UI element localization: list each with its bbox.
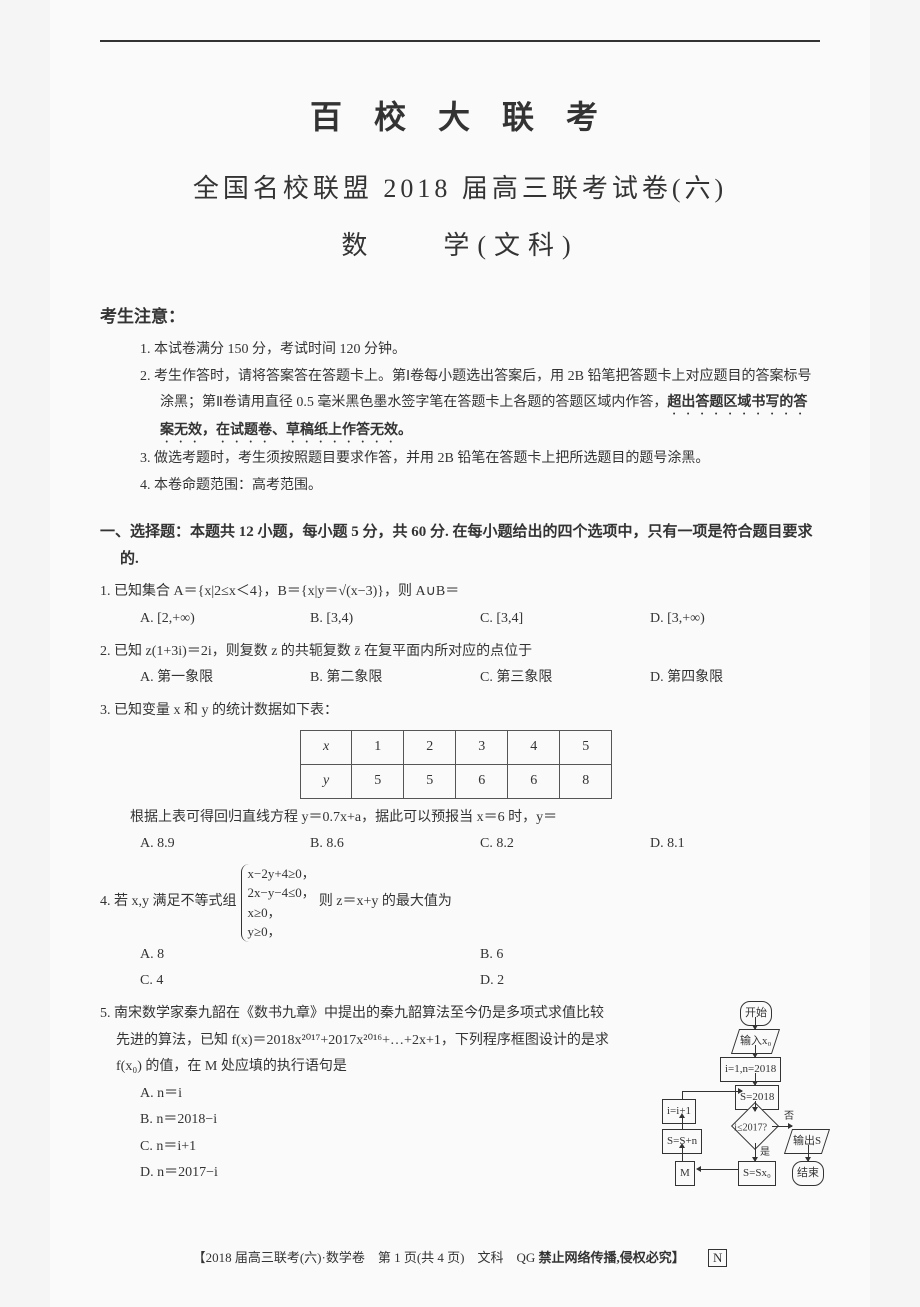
q2-opt-d: D. 第四象限 [650, 665, 820, 692]
q4-opt-d: D. 2 [480, 968, 820, 995]
page-footer: 【2018 届高三联考(六)·数学卷 第 1 页(共 4 页) 文科 QG 禁止… [100, 1247, 820, 1267]
q3-t-r2c2: 5 [352, 764, 404, 798]
q5-opt-a: A. n＝i [140, 1081, 610, 1108]
footer-n-box: N [708, 1249, 727, 1267]
q3-t-r1c6: 5 [560, 731, 612, 765]
footer-left: 【2018 届高三联考(六)·数学卷 第 1 页(共 4 页) 文科 QG [193, 1250, 536, 1265]
q2-opt-b: B. 第二象限 [310, 665, 480, 692]
question-5: 5. 南宋数学家秦九韶在《数书九章》中提出的秦九韶算法至今仍是多项式求值比较先进… [100, 1001, 820, 1231]
q3-t-r1c4: 3 [456, 731, 508, 765]
q3-opt-d: D. 8.1 [650, 831, 820, 858]
fc-init: i=1,n=2018 [720, 1057, 781, 1082]
q5-opt-c: C. n＝i+1 [140, 1134, 610, 1161]
q2-opt-c: C. 第三象限 [480, 665, 650, 692]
q3-t-r2c4: 6 [456, 764, 508, 798]
q3-t-r2c3: 5 [404, 764, 456, 798]
fc-ssx: S=Sx₀ [738, 1161, 776, 1186]
flowchart: 开始 输入x₀ i=1,n=2018 S=2018 i≤2017? S=Sx₀ … [620, 1001, 820, 1231]
question-3: 3. 已知变量 x 和 y 的统计数据如下表： x 1 2 3 4 5 y 5 … [100, 698, 820, 858]
q2-stem: 2. 已知 z(1+3i)＝2i，则复数 z 的共轭复数 z̄ 在复平面内所对应… [100, 639, 820, 666]
q3-stem: 3. 已知变量 x 和 y 的统计数据如下表： [100, 698, 820, 725]
fc-end: 结束 [792, 1161, 824, 1186]
title-main: 百 校 大 联 考 [100, 92, 820, 138]
q5-opt-b: B. n＝2018−i [140, 1107, 610, 1134]
q1-opt-b: B. [3,4) [310, 606, 480, 633]
q3-t-r1c2: 1 [352, 731, 404, 765]
q2-opt-a: A. 第一象限 [140, 665, 310, 692]
q3-t-r2c6: 8 [560, 764, 612, 798]
notice-item-4: 4. 本卷命题范围：高考范围。 [140, 473, 820, 500]
q3-t-r1c3: 2 [404, 731, 456, 765]
q4-c3: x≥0， [248, 903, 315, 923]
footer-right: 禁止网络传播,侵权必究】 [539, 1250, 685, 1265]
q1-opt-a: A. [2,+∞) [140, 606, 310, 633]
notice-item-1: 1. 本试卷满分 150 分，考试时间 120 分钟。 [140, 337, 820, 364]
q1-stem: 1. 已知集合 A＝{x|2≤x＜4}，B＝{x|y＝√(x−3)}，则 A∪B… [100, 579, 820, 606]
q1-opt-d: D. [3,+∞) [650, 606, 820, 633]
q1-opt-c: C. [3,4] [480, 606, 650, 633]
q3-t-r2c5: 6 [508, 764, 560, 798]
q4-opt-b: B. 6 [480, 942, 820, 969]
title-subject: 数 学(文科) [100, 225, 820, 262]
q4-post: 则 z＝x+y 的最大值为 [319, 889, 452, 916]
q5-opt-d: D. n＝2017−i [140, 1160, 610, 1187]
fc-m: M [675, 1161, 695, 1186]
q4-pre: 4. 若 x,y 满足不等式组 [100, 889, 237, 916]
question-4: 4. 若 x,y 满足不等式组 x−2y+4≥0， 2x−y−4≤0， x≥0，… [100, 864, 820, 995]
notice-item-2: 2. 考生作答时，请将答案答在答题卡上。第Ⅰ卷每小题选出答案后，用 2B 铅笔把… [140, 364, 820, 447]
q3-sub: 根据上表可得回归直线方程 y＝0.7x+a，据此可以预报当 x＝6 时，y＝ [100, 805, 820, 832]
q3-t-r2c1: y [301, 764, 352, 798]
question-2: 2. 已知 z(1+3i)＝2i，则复数 z 的共轭复数 z̄ 在复平面内所对应… [100, 639, 820, 692]
q3-opt-a: A. 8.9 [140, 831, 310, 858]
q4-c1: x−2y+4≥0， [248, 864, 315, 884]
q4-opt-a: A. 8 [140, 942, 480, 969]
title-sub: 全国名校联盟 2018 届高三联考试卷(六) [100, 168, 820, 205]
notice-list: 1. 本试卷满分 150 分，考试时间 120 分钟。 2. 考生作答时，请将答… [100, 337, 820, 499]
q3-t-r1c1: x [301, 731, 352, 765]
fc-ii1: i=i+1 [662, 1099, 696, 1124]
q3-t-r1c5: 4 [508, 731, 560, 765]
q4-constraints: x−2y+4≥0， 2x−y−4≤0， x≥0， y≥0， [241, 864, 315, 942]
section-1-head: 一、选择题：本题共 12 小题，每小题 5 分，共 60 分. 在每小题给出的四… [100, 519, 820, 573]
q4-c2: 2x−y−4≤0， [248, 883, 315, 903]
q4-opt-c: C. 4 [140, 968, 480, 995]
fc-start: 开始 [740, 1001, 772, 1026]
q3-table: x 1 2 3 4 5 y 5 5 6 6 8 [300, 730, 612, 798]
fc-cond-text: i≤2017? [734, 1118, 767, 1137]
q3-opt-c: C. 8.2 [480, 831, 650, 858]
notice-head: 考生注意： [100, 302, 820, 327]
notice-item-3: 3. 做选考题时，考生须按照题目要求作答，并用 2B 铅笔在答题卡上把所选题目的… [140, 446, 820, 473]
q5-stem: 5. 南宋数学家秦九韶在《数书九章》中提出的秦九韶算法至今仍是多项式求值比较先进… [100, 1001, 610, 1081]
q4-c4: y≥0， [248, 922, 315, 942]
q3-opt-b: B. 8.6 [310, 831, 480, 858]
fc-label-yes: 是 [760, 1143, 770, 1162]
question-1: 1. 已知集合 A＝{x|2≤x＜4}，B＝{x|y＝√(x−3)}，则 A∪B… [100, 579, 820, 632]
